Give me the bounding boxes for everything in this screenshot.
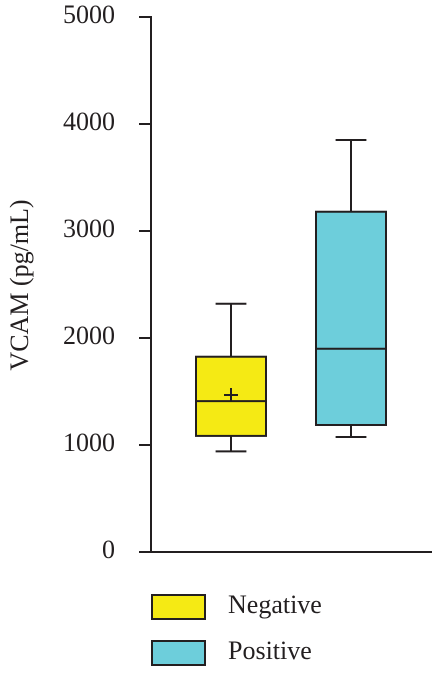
y-axis-label: VCAM (pg/mL) <box>5 199 34 370</box>
mean-marker <box>224 388 238 403</box>
legend-swatch <box>151 640 206 666</box>
y-tick-label: 4000 <box>63 107 115 136</box>
legend-label: Negative <box>228 590 322 619</box>
y-tick-label: 0 <box>102 535 115 564</box>
y-tick-label: 5000 <box>63 0 115 29</box>
box <box>315 210 387 426</box>
y-tick-label: 1000 <box>63 428 115 457</box>
legend-label: Positive <box>228 636 312 665</box>
legend-swatch <box>151 594 206 620</box>
y-tick-label: 3000 <box>63 214 115 243</box>
y-tick-label: 2000 <box>63 321 115 350</box>
